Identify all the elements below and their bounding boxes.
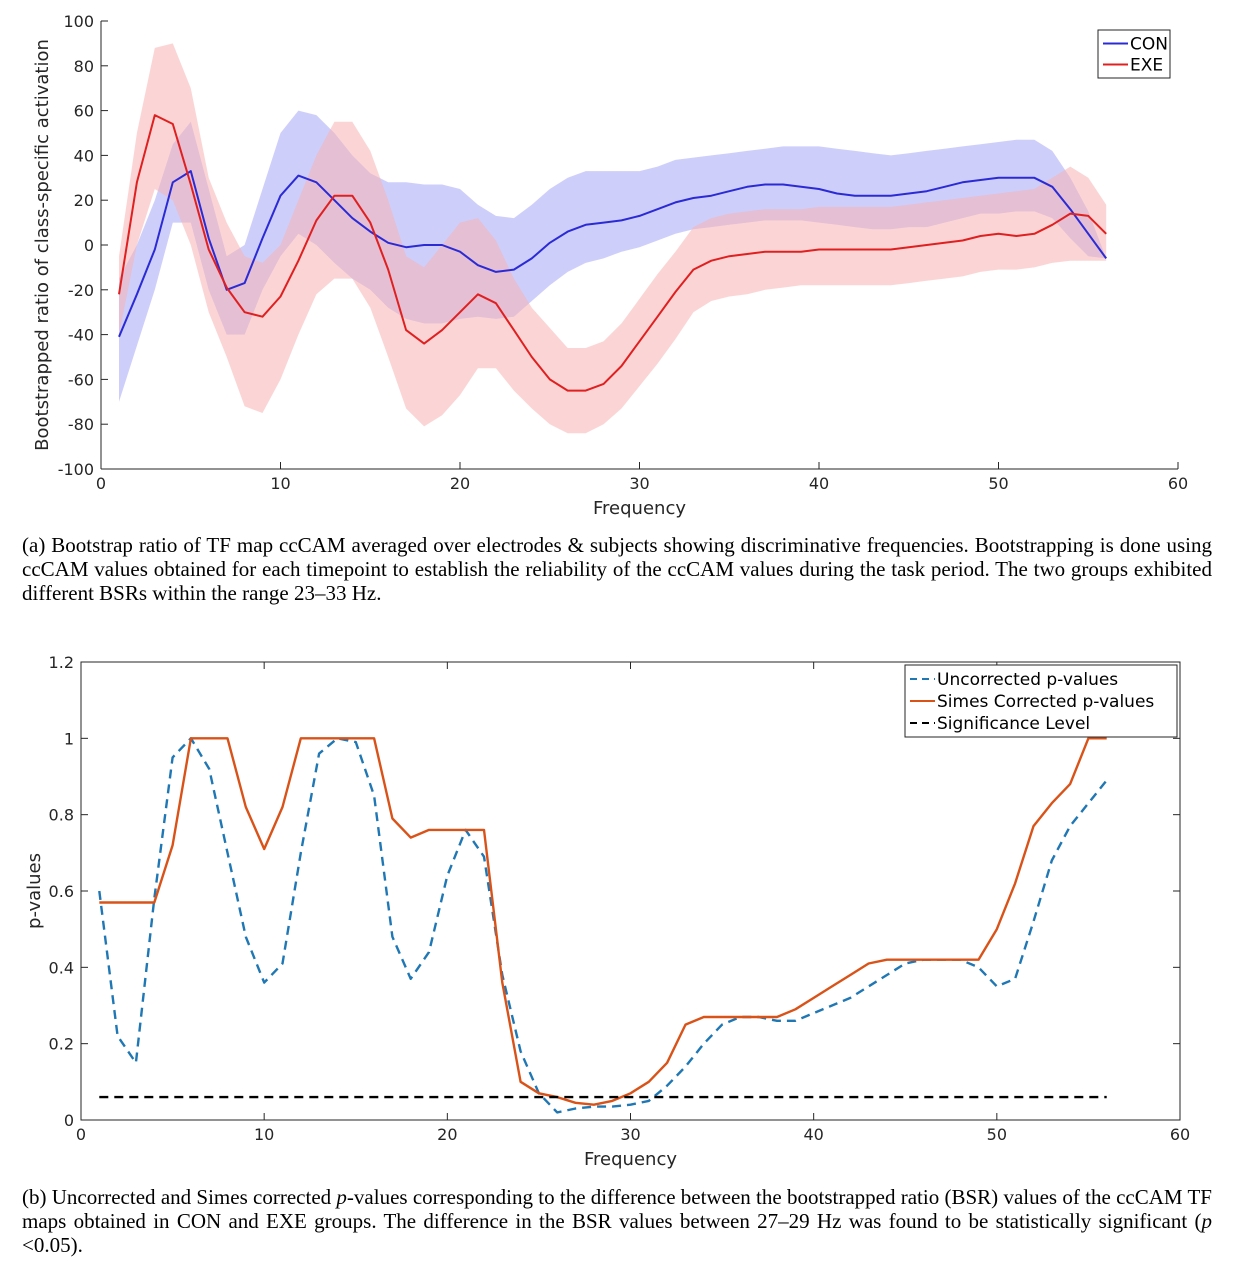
x-tick-label: 40 [803, 1125, 823, 1144]
y-tick-label: 0 [84, 236, 94, 255]
y-tick-label: 0.2 [49, 1035, 74, 1054]
y-tick-label: -80 [68, 415, 94, 434]
caption-b: (b) Uncorrected and Simes corrected p-va… [22, 1185, 1212, 1257]
y-tick-label: -20 [68, 281, 94, 300]
x-tick-label: 60 [1168, 474, 1188, 493]
x-tick-label: 30 [629, 474, 649, 493]
y-tick-label: 80 [74, 57, 94, 76]
x-tick-label: 50 [987, 1125, 1007, 1144]
y-tick-label: 0.8 [49, 806, 74, 825]
legend-label: Significance Level [937, 714, 1090, 734]
legend-box [904, 664, 1178, 738]
y-tick-label: 1 [64, 729, 74, 748]
chart-a-bootstrap-ratio: 0 10 20 30 40 50 60 100 80 60 40 20 0 -20 -40 -60 -80 -10… [32, 12, 1188, 519]
x-tick-label: 60 [1170, 1125, 1190, 1144]
y-tick-label: 20 [74, 191, 94, 210]
x-tick-label: 0 [96, 474, 106, 493]
x-axis-label: Frequency [593, 498, 686, 519]
confidence-band-exe [119, 43, 1107, 434]
y-tick-label: 60 [74, 102, 94, 121]
y-tick-label: 100 [63, 12, 94, 31]
series-line-0 [98, 737, 1108, 1114]
caption-b-part-1: (b) Uncorrected and Simes corrected [22, 1185, 337, 1209]
y-tick-label: -40 [68, 326, 94, 345]
series-line-0 [118, 170, 1108, 338]
y-axis-label: p-values [24, 853, 45, 929]
x-tick-label: 10 [270, 474, 290, 493]
y-tick-label: -60 [68, 370, 94, 389]
y-tick-label: 1.2 [49, 653, 74, 672]
x-tick-label: 50 [988, 474, 1008, 493]
x-tick-label: 30 [620, 1125, 640, 1144]
caption-b-p-symbol-1: p [336, 1185, 347, 1209]
caption-b-p-symbol-2: p [1201, 1209, 1213, 1233]
series-line-1 [99, 737, 1107, 1106]
legend-label: CON [1130, 35, 1168, 55]
series-line-1 [118, 114, 1107, 392]
x-tick-label: 0 [76, 1125, 86, 1144]
chart-b-p-values: 0 10 20 30 40 50 60 1.2 1 0.8 0.6 0.4 0.2 0 Frequency p… [24, 653, 1190, 1170]
caption-b-part-3: <0.05). [22, 1233, 83, 1257]
y-tick-label: 0 [64, 1111, 74, 1130]
legend-box [1097, 29, 1171, 79]
caption-a: (a) Bootstrap ratio of TF map ccCAM aver… [22, 533, 1212, 605]
x-tick-label: 20 [437, 1125, 457, 1144]
y-axis-label: Bootstrapped ratio of class-specific act… [32, 39, 53, 451]
x-tick-label: 20 [450, 474, 470, 493]
y-tick-label: -100 [58, 460, 94, 479]
x-tick-label: 10 [254, 1125, 274, 1144]
legend-label: EXE [1130, 56, 1163, 76]
y-tick-label: 0.6 [49, 882, 74, 901]
y-tick-label: 0.4 [49, 958, 74, 977]
y-tick-label: 40 [74, 146, 94, 165]
legend-label: Simes Corrected p-values [937, 692, 1154, 712]
x-tick-label: 40 [809, 474, 829, 493]
legend-label: Uncorrected p-values [937, 670, 1118, 690]
caption-b-part-2: -values corresponding to the difference … [22, 1185, 1212, 1233]
x-axis-label: Frequency [584, 1149, 677, 1170]
